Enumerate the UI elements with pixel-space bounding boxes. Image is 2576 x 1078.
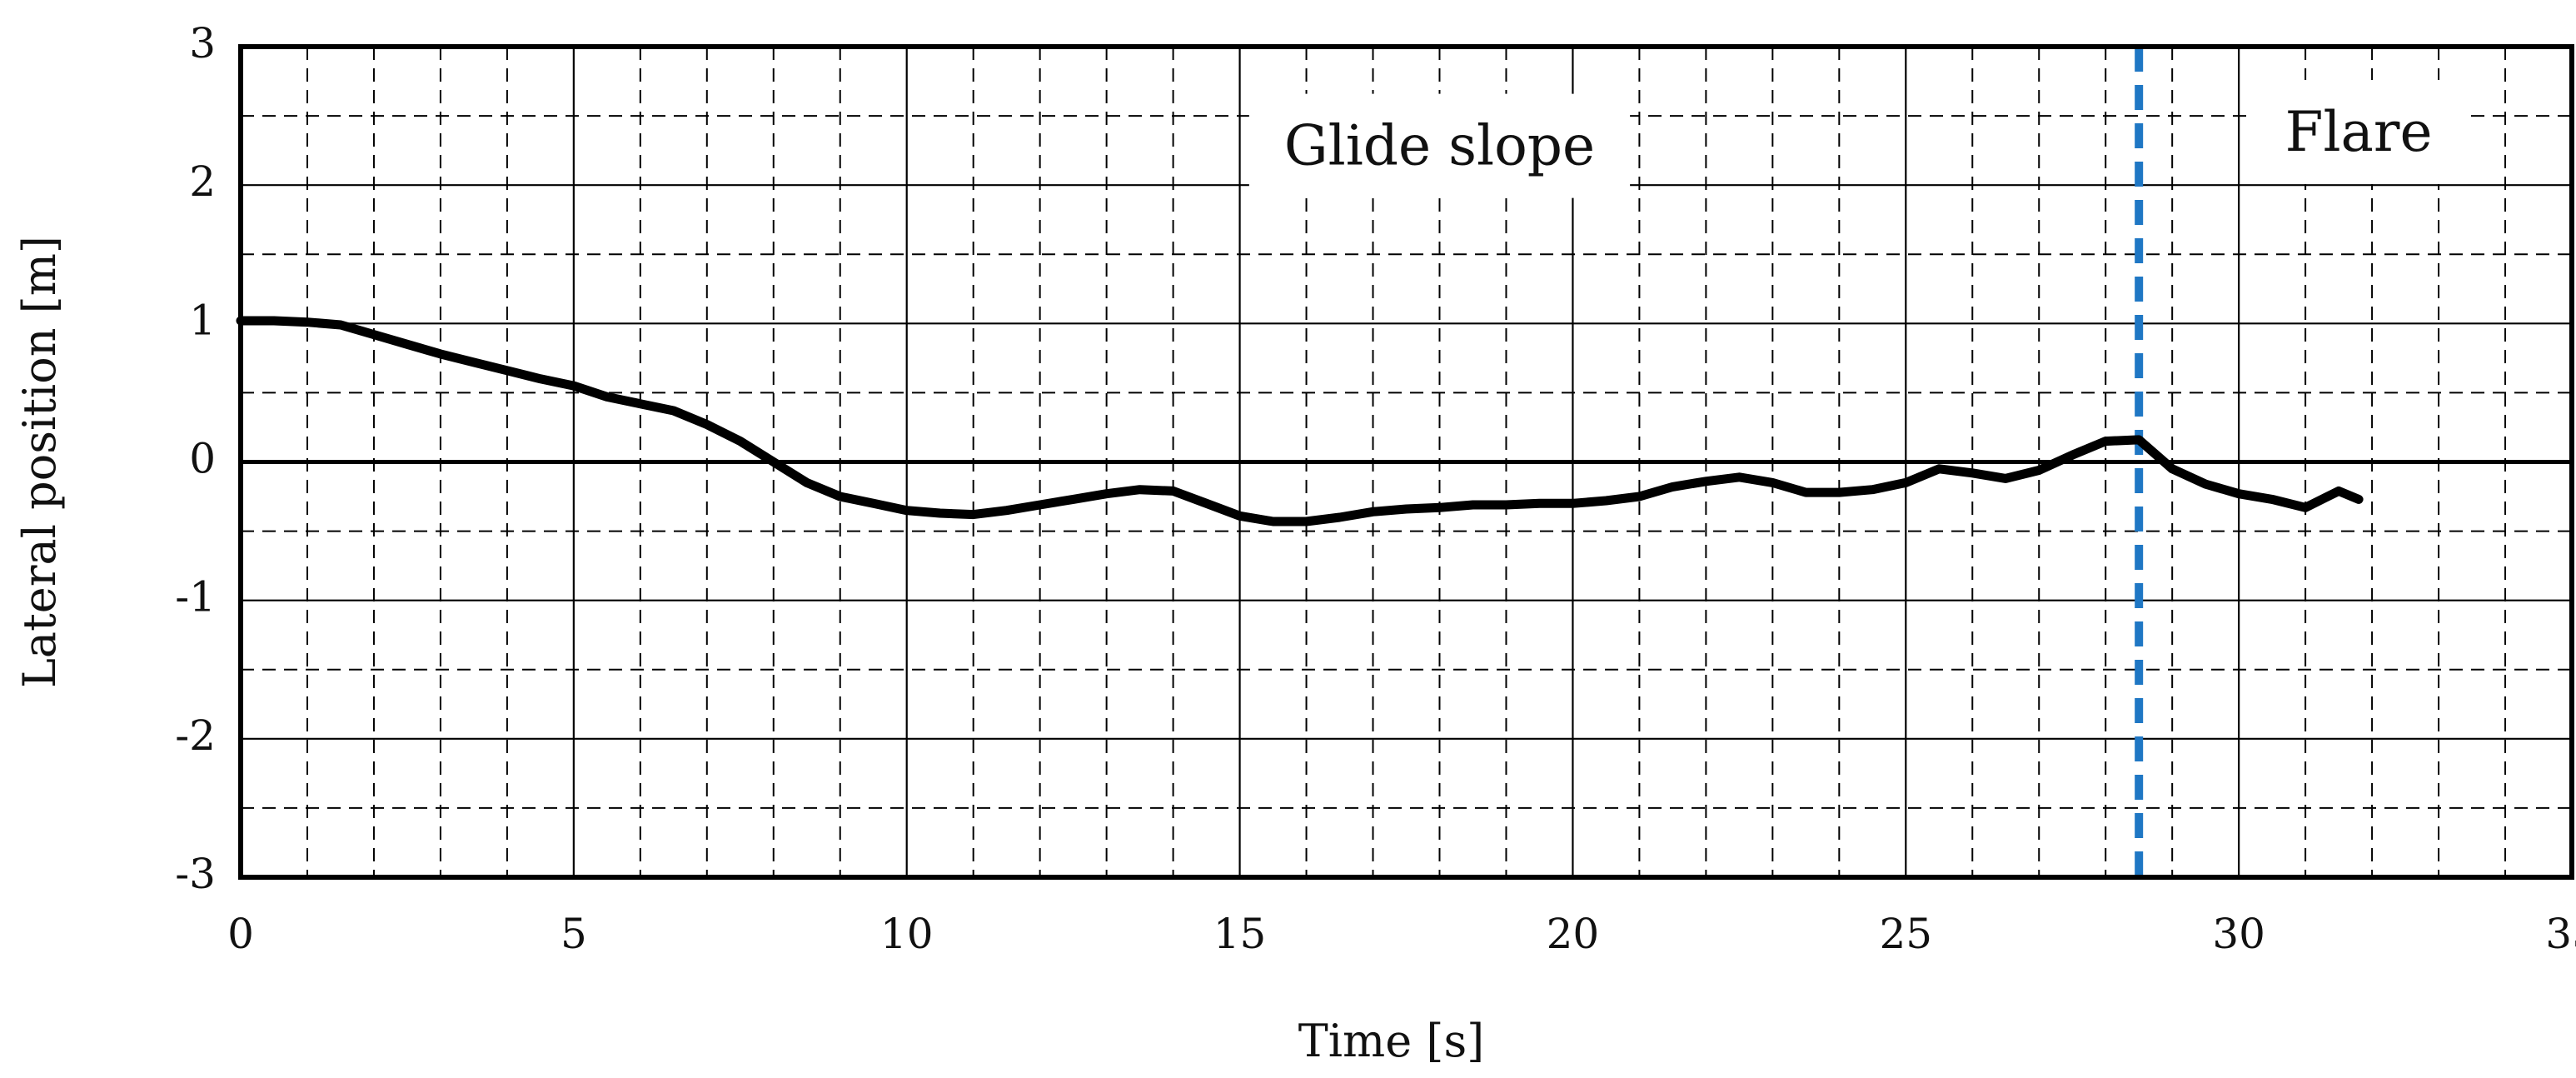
annotation-box — [1248, 93, 1631, 198]
annotations: Glide slope Flare — [1248, 80, 2468, 198]
y-tick-label: -1 — [175, 573, 216, 621]
x-tick-label: 5 — [561, 910, 587, 958]
y-tick-label: 2 — [189, 157, 216, 206]
axis-titles: Time [s] Lateral position [m] — [13, 236, 1484, 1067]
y-tick-label: 0 — [189, 435, 216, 483]
y-tick-label: -2 — [175, 711, 216, 760]
x-tick-label: 10 — [880, 910, 934, 958]
plot-frame — [238, 44, 2574, 880]
x-tick-label: 0 — [227, 910, 254, 958]
series — [236, 316, 2364, 527]
x-tick-label: 15 — [1213, 910, 1267, 958]
x-tick-label: 30 — [2212, 910, 2265, 958]
y-tick-label: 3 — [189, 19, 216, 67]
x-tick-label: 20 — [1547, 910, 1600, 958]
y-axis-title: Lateral position [m] — [13, 236, 66, 688]
y-tick-label: 1 — [189, 296, 216, 344]
x-tick-label: 35 — [2545, 910, 2576, 958]
series-line-lateral-position — [236, 316, 2364, 527]
x-axis-title: Time [s] — [1298, 1015, 1484, 1067]
tick-labels: 0 5 10 15 20 25 30 35 -3 -2 -1 0 1 2 3 — [175, 19, 2576, 958]
plot-border — [238, 44, 2574, 880]
y-tick-label: -3 — [175, 850, 216, 898]
annotation-label: Flare — [2285, 100, 2433, 164]
annotation-label: Glide slope — [1284, 114, 1595, 178]
x-tick-label: 25 — [1879, 910, 1932, 958]
annotation-box — [2250, 80, 2468, 185]
